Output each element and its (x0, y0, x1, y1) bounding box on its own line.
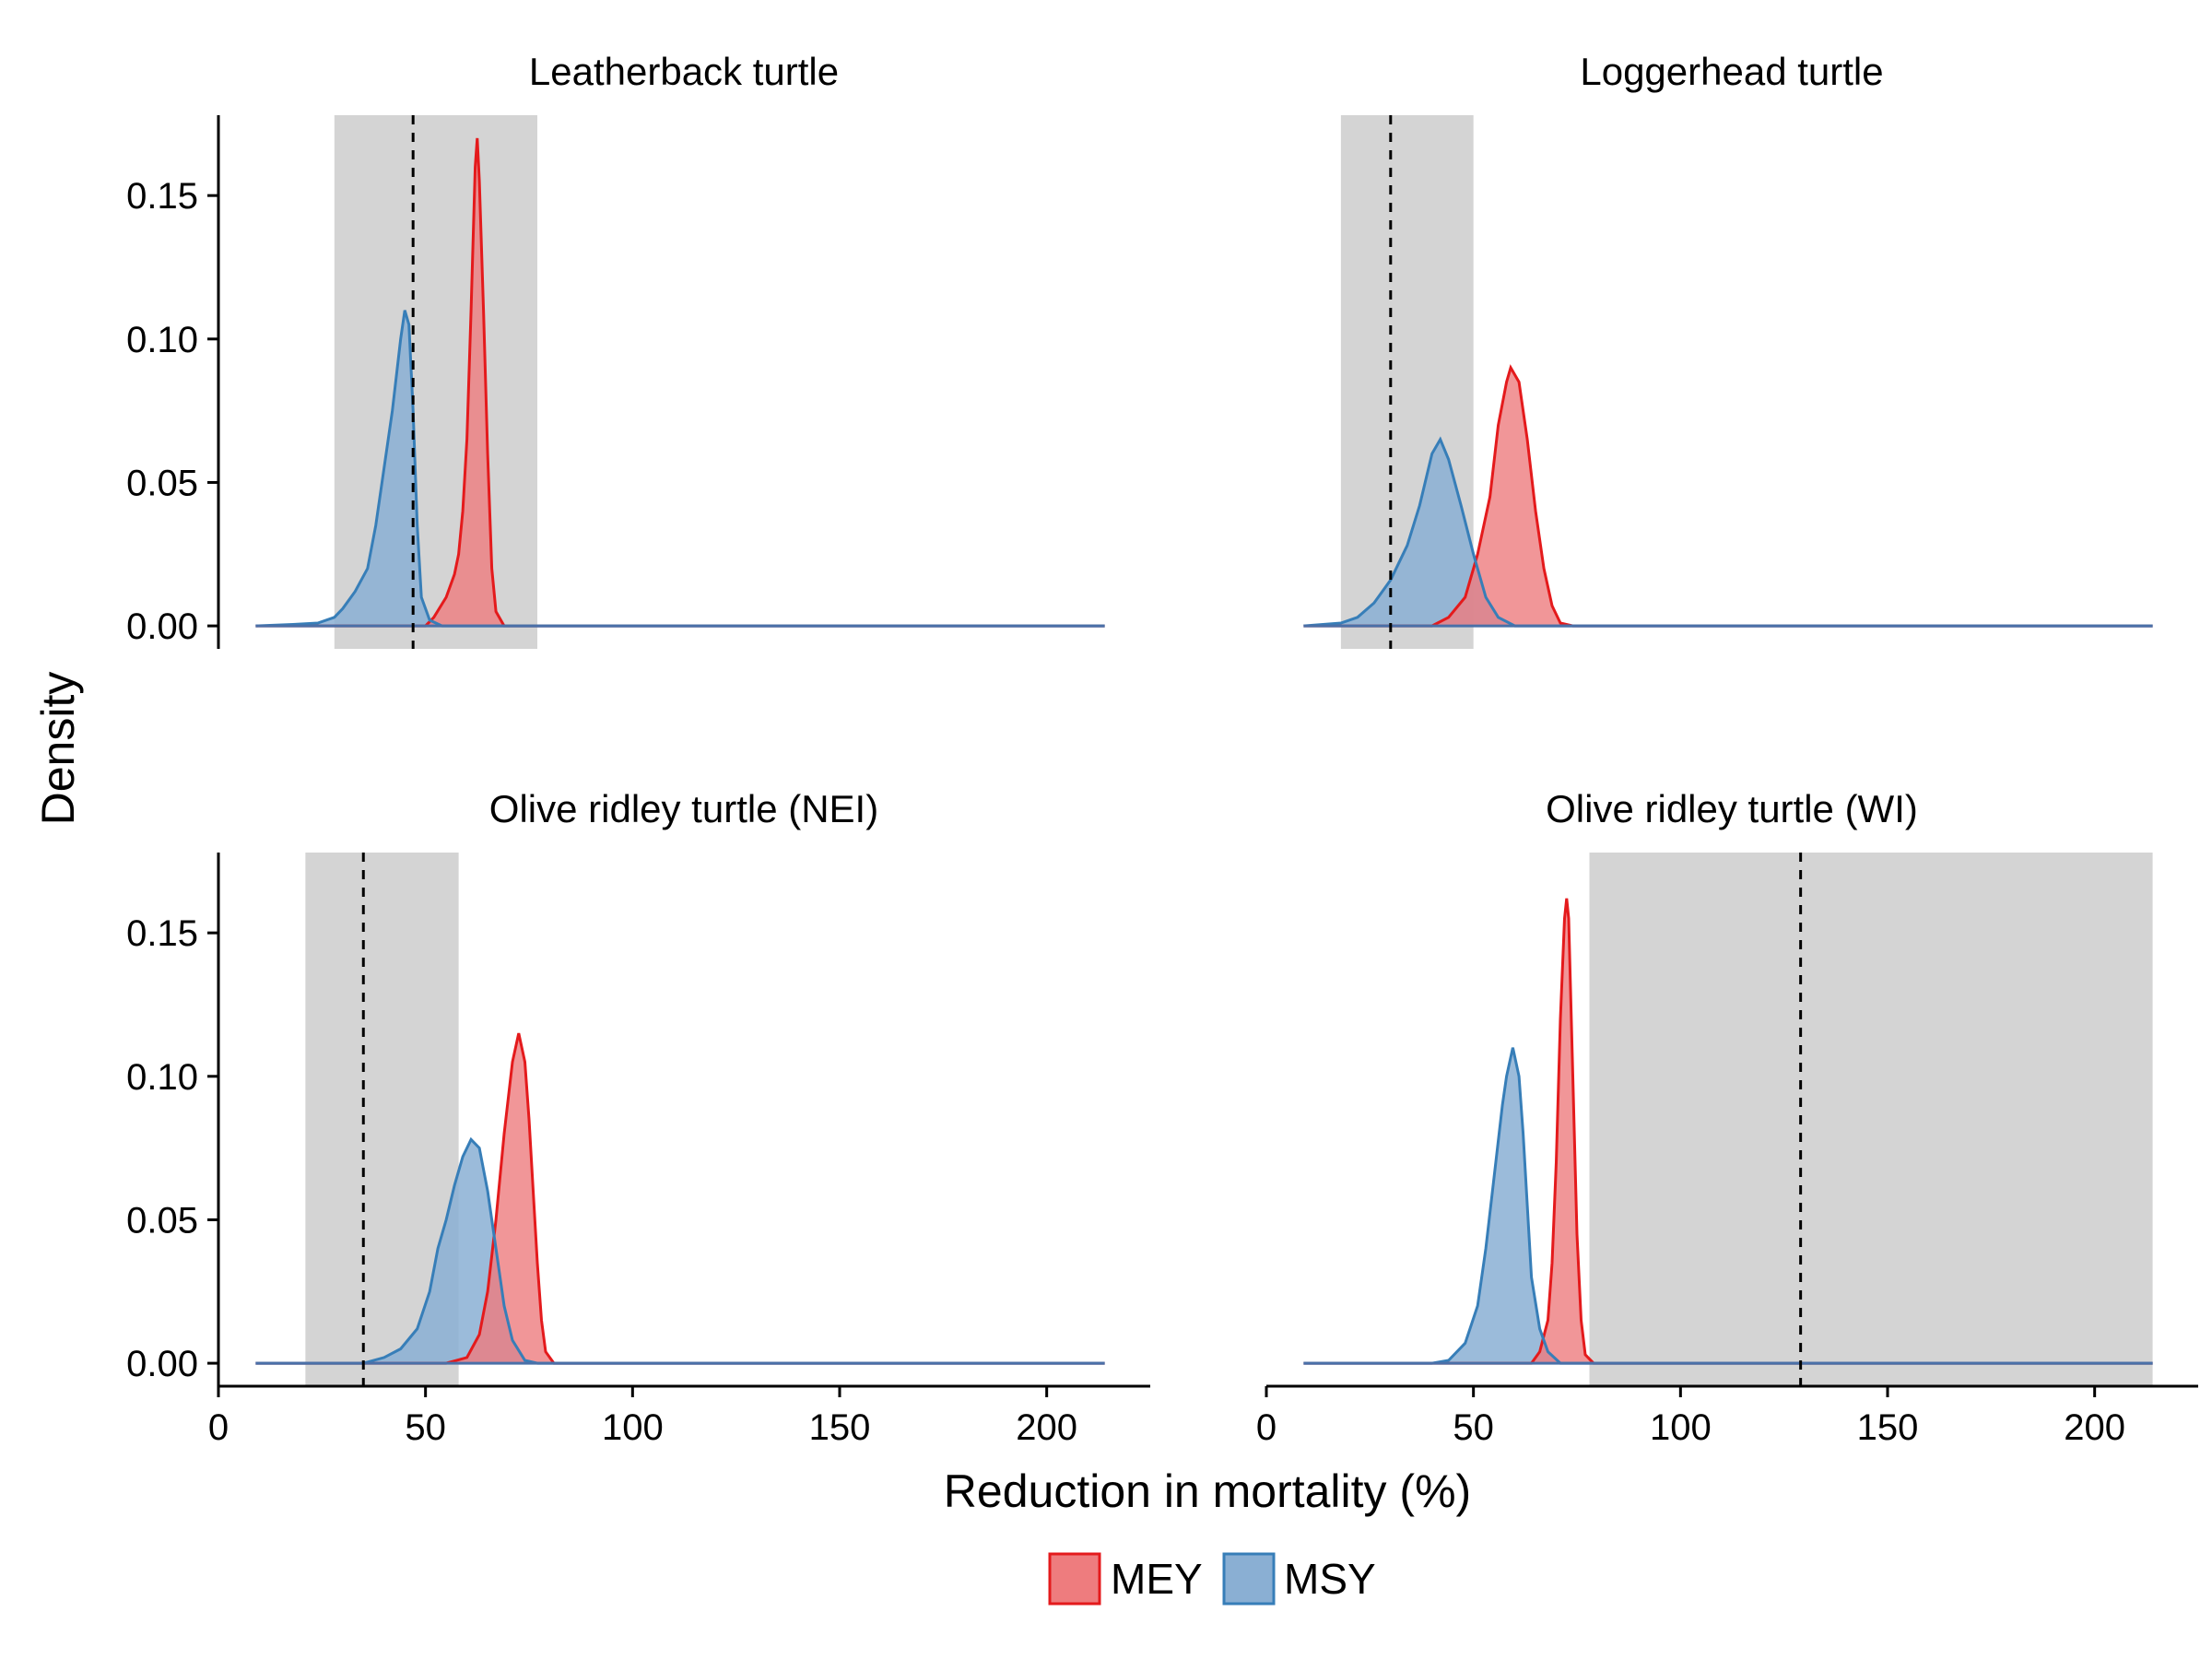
x-axis-title: Reduction in mortality (%) (944, 1465, 1471, 1517)
x-tick-label: 100 (1650, 1407, 1712, 1448)
y-axis-title: Density (32, 672, 84, 826)
mey-density-area (1303, 367, 2153, 627)
legend-label-mey: MEY (1111, 1555, 1203, 1603)
panel-title: Loggerhead turtle (1580, 50, 1883, 93)
legend-key-msy (1222, 1552, 1276, 1606)
legend-key-mey (1048, 1552, 1101, 1606)
panels: Leatherback turtle 0.00 0.05 0.10 0.15 Logger… (126, 50, 2198, 1448)
y-tick-label: 0.10 (126, 1057, 198, 1098)
y-tick-label: 0.05 (126, 1200, 198, 1241)
panel-1: Leatherback turtle 0.00 0.05 0.10 0.15 (126, 50, 1105, 649)
panel-3: Olive ridley turtle (NEI) 0.00 0.05 0.10 0.1… (126, 787, 1150, 1448)
x-tick-label: 50 (405, 1407, 446, 1448)
confidence-band (1589, 853, 2153, 1386)
legend: MEY MSY (1048, 1552, 1376, 1606)
panel-title: Olive ridley turtle (WI) (1546, 787, 1918, 830)
x-tick-label: 150 (1857, 1407, 1919, 1448)
x-tick-label: 200 (1016, 1407, 1077, 1448)
panel-title: Olive ridley turtle (NEI) (489, 787, 878, 830)
x-tick-label: 150 (809, 1407, 871, 1448)
legend-label-msy: MSY (1284, 1555, 1376, 1603)
y-tick-label: 0.15 (126, 913, 198, 954)
x-tick-label: 0 (208, 1407, 229, 1448)
msy-density-line (1303, 436, 2153, 628)
msy-density-area (1303, 1047, 2153, 1364)
y-tick-label: 0.00 (126, 1344, 198, 1384)
msy-density-area (1303, 439, 2153, 627)
msy-density-line (255, 310, 1105, 628)
panel-2: Loggerhead turtle (1303, 50, 2153, 649)
y-tick-label: 0.15 (126, 176, 198, 217)
x-tick-label: 50 (1453, 1407, 1494, 1448)
panel-title: Leatherback turtle (529, 50, 839, 93)
confidence-band (334, 115, 537, 649)
msy-density-area (255, 1139, 1105, 1364)
msy-density-line (1303, 1047, 2153, 1365)
x-tick-label: 100 (602, 1407, 664, 1448)
y-tick-label: 0.00 (126, 606, 198, 647)
msy-density-line (255, 1136, 1105, 1365)
y-tick-label: 0.05 (126, 463, 198, 503)
mey-density-line (255, 1032, 1105, 1365)
x-tick-label: 200 (2064, 1407, 2125, 1448)
panel-4: Olive ridley turtle (WI) 0 50 100 150 200 (1256, 787, 2198, 1448)
x-tick-label: 0 (1256, 1407, 1277, 1448)
mey-density-area (255, 137, 1105, 627)
mey-density-line (255, 137, 1105, 628)
y-tick-label: 0.10 (126, 320, 198, 360)
mey-density-line (1303, 364, 2153, 628)
mey-density-line (1303, 898, 2153, 1365)
